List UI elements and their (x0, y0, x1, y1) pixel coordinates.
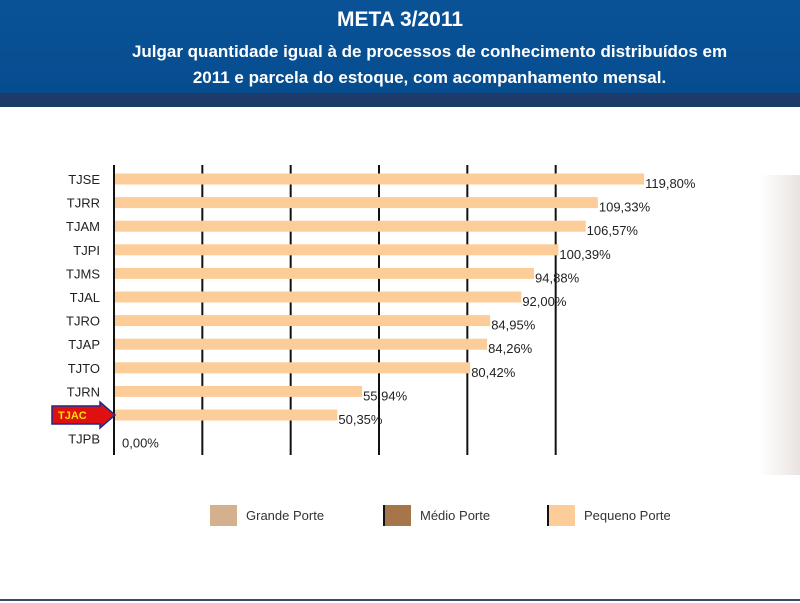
side-shadow (760, 175, 800, 475)
bar-tjrn (115, 385, 363, 397)
header-band (0, 93, 800, 107)
legend-label-1: Grande Porte (246, 508, 324, 523)
value-label-tjam: 106,57% (587, 223, 639, 238)
legend-layer: Grande Porte Médio Porte Pequeno Porte (210, 505, 671, 526)
header-banner: META 3/2011 Julgar quantidade igual à de… (0, 0, 800, 107)
legend-swatch-1 (210, 505, 237, 526)
value-label-tjrn: 55,94% (363, 388, 408, 403)
category-label-tjrr: TJRR (67, 196, 100, 211)
value-label-tjse: 119,80% (645, 176, 696, 191)
page-title: META 3/2011 (336, 8, 464, 31)
category-label-tjse: TJSE (68, 172, 100, 187)
footer-line (0, 599, 800, 601)
subtitle-line-1: Julgar quantidade igual à de processos d… (131, 42, 728, 61)
bar-tjto (115, 362, 471, 374)
value-label-tjto: 80,42% (471, 365, 516, 380)
value-label-tjrr: 109,33% (599, 200, 651, 215)
category-label-tjpb: TJPB (68, 432, 100, 447)
category-label-tjpi: TJPI (73, 243, 100, 258)
value-label-tjpb: 0,00% (122, 436, 159, 451)
bar-tjms (115, 267, 535, 279)
legend-label-3: Pequeno Porte (584, 508, 671, 523)
highlight-arrow-icon (51, 400, 117, 430)
legend-swatch-2 (384, 505, 411, 526)
category-label-tjap: TJAP (68, 337, 100, 352)
legend-label-2: Médio Porte (420, 508, 490, 523)
bar-tjam (115, 220, 586, 232)
value-label-tjro: 84,95% (491, 318, 536, 333)
highlight-arrow-label: TJAC (58, 410, 87, 422)
category-label-tjam: TJAM (66, 219, 100, 234)
bar-layer (115, 173, 645, 421)
grid-layer (113, 165, 557, 455)
bar-tjpi (115, 244, 559, 256)
page-subtitle: Julgar quantidade igual à de processos d… (62, 39, 797, 91)
value-label-tjap: 84,26% (488, 341, 533, 356)
bar-tjse (115, 173, 645, 185)
category-label-tjro: TJRO (66, 314, 100, 329)
value-label-tjpi: 100,39% (559, 247, 611, 262)
label-layer: TJSE 119,80% TJRR 109,33% TJAM 106,57% TJPI 100… (51, 172, 696, 451)
bar-tjro (115, 315, 491, 327)
value-label-tjms: 94,88% (535, 270, 580, 285)
category-label-tjal: TJAL (70, 290, 100, 305)
value-label-tjac: 50,35% (338, 412, 383, 427)
category-label-tjrn: TJRN (67, 384, 100, 399)
bar-tjrr (115, 197, 598, 209)
category-label-tjto: TJTO (68, 361, 100, 376)
bar-tjal (115, 291, 522, 303)
category-label-tjms: TJMS (66, 266, 100, 281)
bar-tjap (115, 338, 488, 350)
legend-swatch-3 (548, 505, 575, 526)
subtitle-line-2: 2011 e parcela do estoque, com acompanha… (192, 68, 667, 87)
value-label-tjal: 92,00% (522, 294, 567, 309)
bar-tjac (115, 409, 338, 421)
